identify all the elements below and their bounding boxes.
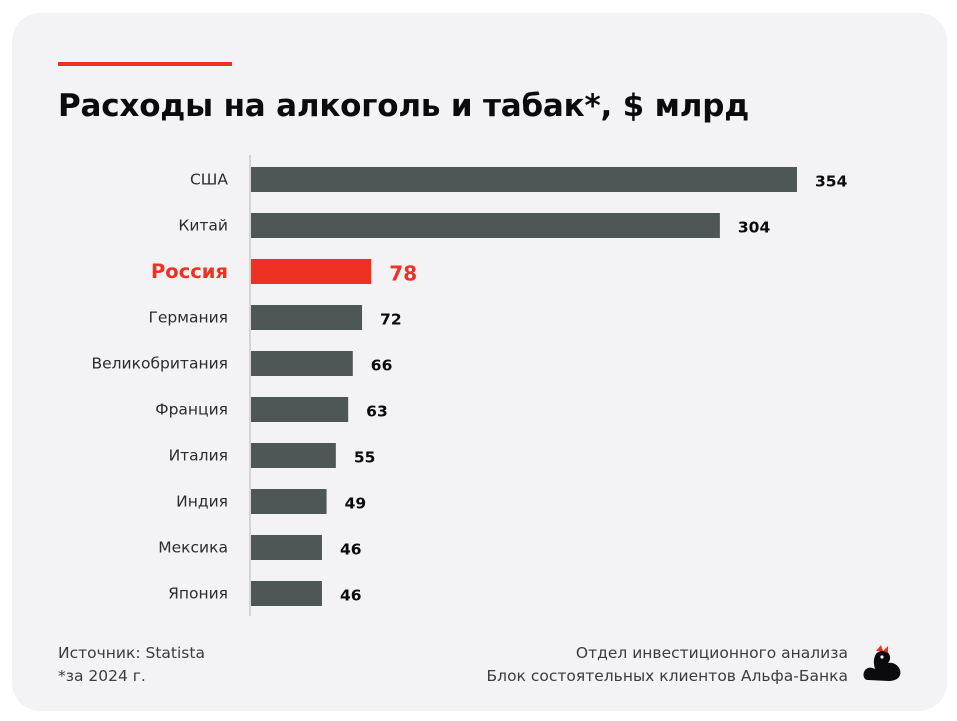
title-accent-line: [58, 62, 232, 66]
bar-2: [251, 259, 372, 284]
category-label-6: Италия: [169, 447, 228, 465]
value-label-1: 304: [738, 219, 771, 237]
bar-8: [251, 535, 322, 560]
footnote-text: *за 2024 г.: [58, 667, 146, 685]
footer-credits: Отдел инвестиционного анализа Блок состо…: [487, 642, 848, 688]
value-label-3: 72: [380, 311, 402, 329]
category-label-3: Германия: [148, 309, 228, 327]
category-label-9: Япония: [168, 585, 228, 603]
category-label-7: Индия: [176, 493, 228, 511]
value-label-0: 354: [815, 173, 848, 191]
value-label-2: 78: [389, 262, 417, 286]
value-label-9: 46: [340, 587, 362, 605]
category-label-4: Великобритания: [91, 355, 228, 373]
value-label-5: 63: [366, 403, 388, 421]
bar-4: [251, 351, 353, 376]
bar-7: [251, 489, 327, 514]
value-label-7: 49: [345, 495, 367, 513]
value-label-6: 55: [354, 449, 376, 467]
duck-logo-icon: [863, 645, 901, 681]
category-label-2: Россия: [151, 260, 228, 283]
chart-card: [12, 13, 947, 711]
category-label-5: Франция: [155, 401, 228, 419]
bar-0: [251, 167, 797, 192]
category-label-8: Мексика: [158, 539, 228, 557]
value-label-8: 46: [340, 541, 362, 559]
value-label-4: 66: [371, 357, 393, 375]
bar-1: [251, 213, 720, 238]
department-line-1: Отдел инвестиционного анализа: [575, 644, 848, 662]
category-label-0: США: [190, 171, 228, 189]
bar-6: [251, 443, 336, 468]
bar-3: [251, 305, 363, 330]
chart-title: Расходы на алкоголь и табак*, $ млрд: [58, 88, 750, 124]
bar-5: [251, 397, 349, 422]
source-text: Источник: Statista: [58, 644, 205, 662]
category-label-1: Китай: [178, 217, 228, 235]
department-line-2: Блок состоятельных клиентов Альфа-Банка: [486, 667, 848, 685]
bar-9: [251, 581, 322, 606]
footer-source: Источник: Statista *за 2024 г.: [58, 642, 205, 688]
